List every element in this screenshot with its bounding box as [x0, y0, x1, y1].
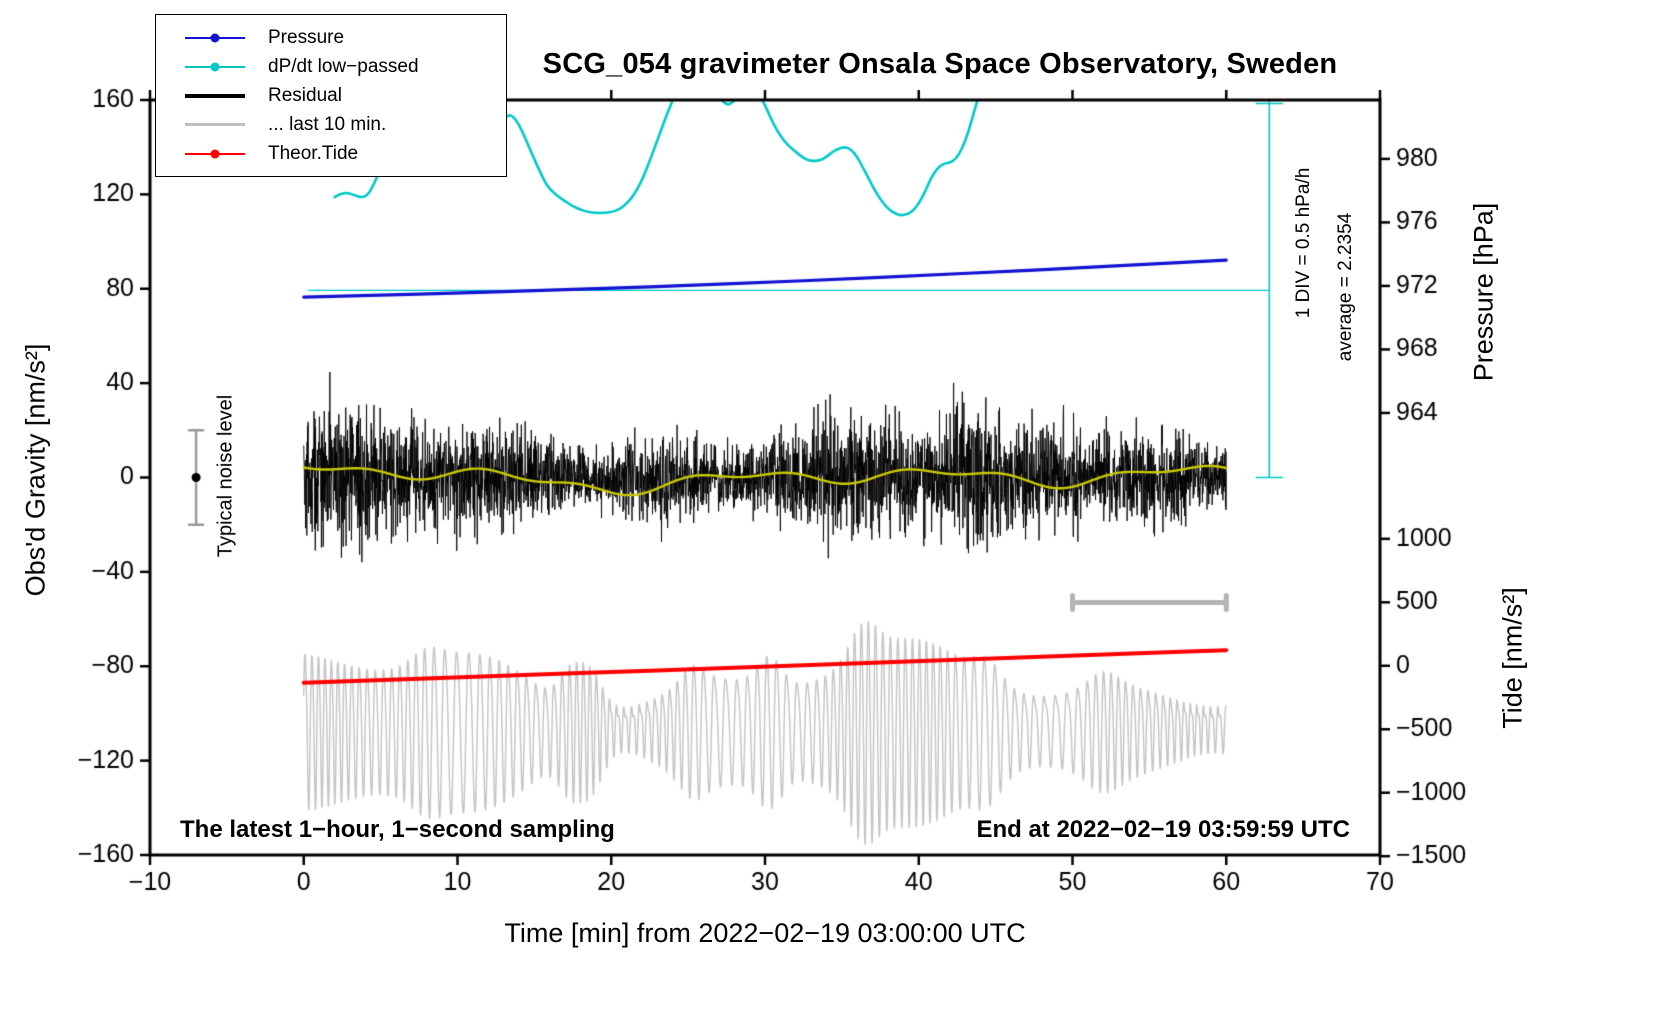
legend-item-dpdt: dP/dt low−passed — [156, 52, 506, 81]
legend-label: dP/dt low−passed — [268, 55, 419, 77]
noise-level-label: Typical noise level — [214, 394, 237, 558]
sampling-note: The latest 1−hour, 1−second sampling — [180, 816, 615, 843]
legend-item-residual: Residual — [156, 81, 506, 110]
dpdt-line-icon — [176, 61, 254, 73]
gravity-axis-label: Obs'd Gravity [nm/s²] — [20, 343, 51, 597]
pressure-line-icon — [176, 32, 254, 44]
legend: Pressure dP/dt low−passed Residual ... l… — [155, 14, 507, 177]
legend-label: Residual — [268, 84, 342, 106]
residual-line-icon — [176, 90, 254, 102]
x-axis-label: Time [min] from 2022−02−19 03:00:00 UTC — [504, 918, 1026, 948]
last10-line-icon — [176, 119, 254, 131]
theortide-line-icon — [176, 148, 254, 160]
page-title: SCG_054 gravimeter Onsala Space Observat… — [542, 48, 1338, 80]
div-scale-label: 1 DIV = 0.5 hPa/h — [1293, 167, 1314, 319]
legend-label: Pressure — [268, 26, 345, 48]
tide-axis-label: Tide [nm/s²] — [1497, 587, 1528, 729]
pressure-axis-label: Pressure [hPa] — [1468, 202, 1499, 382]
legend-label: Theor.Tide — [268, 142, 359, 164]
end-time-note: End at 2022−02−19 03:59:59 UTC — [976, 816, 1350, 843]
legend-item-theortide: Theor.Tide — [156, 139, 506, 168]
legend-item-pressure: Pressure — [156, 23, 506, 52]
average-label: average = 2.2354 — [1335, 212, 1356, 362]
legend-item-last10: ... last 10 min. — [156, 110, 506, 139]
legend-label: ... last 10 min. — [268, 113, 387, 135]
